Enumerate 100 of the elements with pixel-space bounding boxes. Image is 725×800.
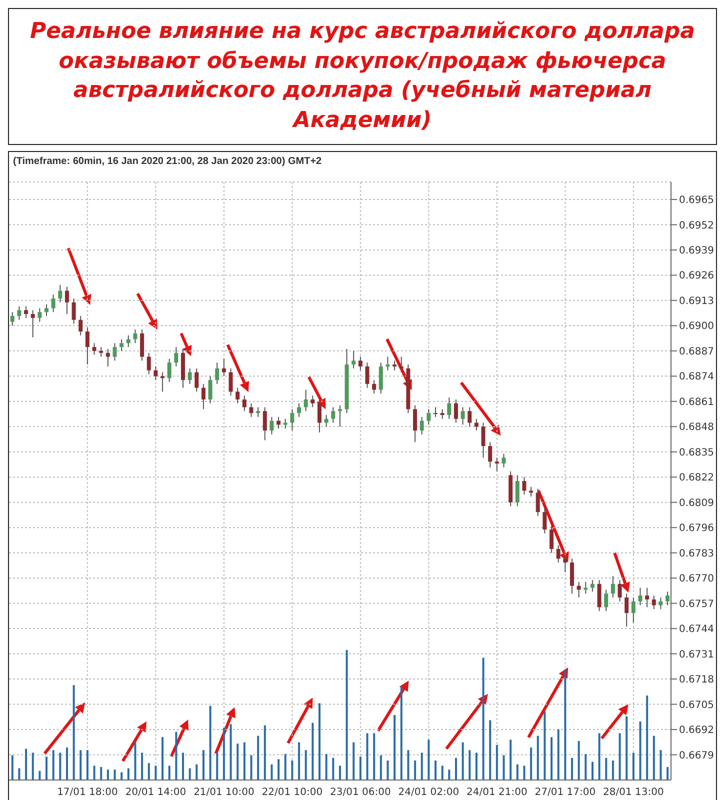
candlestick [638,587,642,606]
x-tick-label: 28/01 13:00 [603,786,664,798]
bar [202,750,204,780]
candlestick [99,346,104,357]
candlestick [120,338,124,352]
y-tick-label: 0.6861 [679,396,714,408]
bar [154,765,157,780]
bar [243,742,246,780]
bar [175,732,178,780]
candlestick [529,486,534,497]
candlestick [392,360,397,371]
candlestick [338,404,342,427]
bar [448,769,450,780]
y-tick-label: 0.6718 [679,674,714,686]
bar [270,764,273,780]
candlestick [324,414,328,427]
candlestick [154,366,158,380]
bar [510,739,512,780]
bar [352,742,355,780]
candlestick [624,592,629,627]
candlestick [652,594,656,610]
bar [25,748,28,780]
candlestick [58,284,62,303]
candlestick [474,418,478,431]
bar [141,752,144,780]
bar [550,736,553,780]
bar [639,721,642,780]
bar [420,752,423,780]
bar [516,764,518,780]
bar [428,739,430,780]
candlestick [290,408,294,431]
bar [182,752,184,780]
bar [366,732,368,780]
bar [162,736,164,780]
candlestick [30,309,35,338]
bar [106,769,109,780]
candlestick [522,476,526,495]
bar [578,740,580,780]
bar [441,765,444,780]
bar [230,724,232,780]
bar [502,755,505,780]
candlestick [174,346,178,367]
candlestick [38,307,42,322]
candlestick [468,406,472,427]
y-tick-label: 0.6900 [679,320,714,332]
candlestick [378,362,383,394]
bar [127,768,130,780]
candlestick [249,402,254,418]
y-tick-label: 0.6692 [679,724,714,736]
candlestick [215,362,220,384]
candlestick [604,588,608,612]
candlestick [317,398,322,433]
y-tick-label: 0.6757 [679,598,714,610]
bar [278,758,280,780]
bar [257,736,260,780]
candlestick [358,356,362,371]
candlestick [515,474,520,506]
bar [571,758,574,780]
candlestick [188,368,192,384]
bar [318,703,320,780]
y-tick-label: 0.6835 [679,447,714,458]
candlestick [112,342,117,361]
bar [523,765,526,780]
candlestick [51,294,56,312]
x-tick-label: 27/01 17:00 [534,786,596,798]
bar [434,760,437,780]
bar [312,722,314,780]
candlestick [64,286,69,314]
bar [332,758,334,780]
bar [298,742,300,780]
candlestick [542,507,547,534]
candlestick [140,328,144,361]
bar [304,750,307,780]
bar [250,755,252,780]
candlestick [454,398,458,424]
candlestick [222,358,226,376]
candlestick [386,356,390,371]
candlestick [85,326,90,365]
bar [291,760,294,780]
candlestick [658,596,663,610]
bar [482,658,484,780]
bar [86,750,88,780]
y-tick-label: 0.6796 [679,522,714,534]
candlestick [631,596,636,623]
bar [530,747,532,780]
y-tick-label: 0.6887 [679,346,714,358]
candlestick [167,358,172,382]
candlestick [426,408,431,425]
bar [536,736,539,780]
bar [626,716,628,780]
candlestick [331,406,336,424]
bar [38,770,41,780]
candlestick [276,416,281,429]
chart-subtitle: (Timeframe: 60min, 16 Jan 2020 21:00, 28 Jan 2020 23:00) GMT+2 [13,156,322,167]
candlestick [550,524,554,554]
bar [100,766,102,780]
candlestick [434,406,438,418]
candlestick [618,579,622,602]
bar [652,736,655,780]
candlestick [72,298,76,324]
